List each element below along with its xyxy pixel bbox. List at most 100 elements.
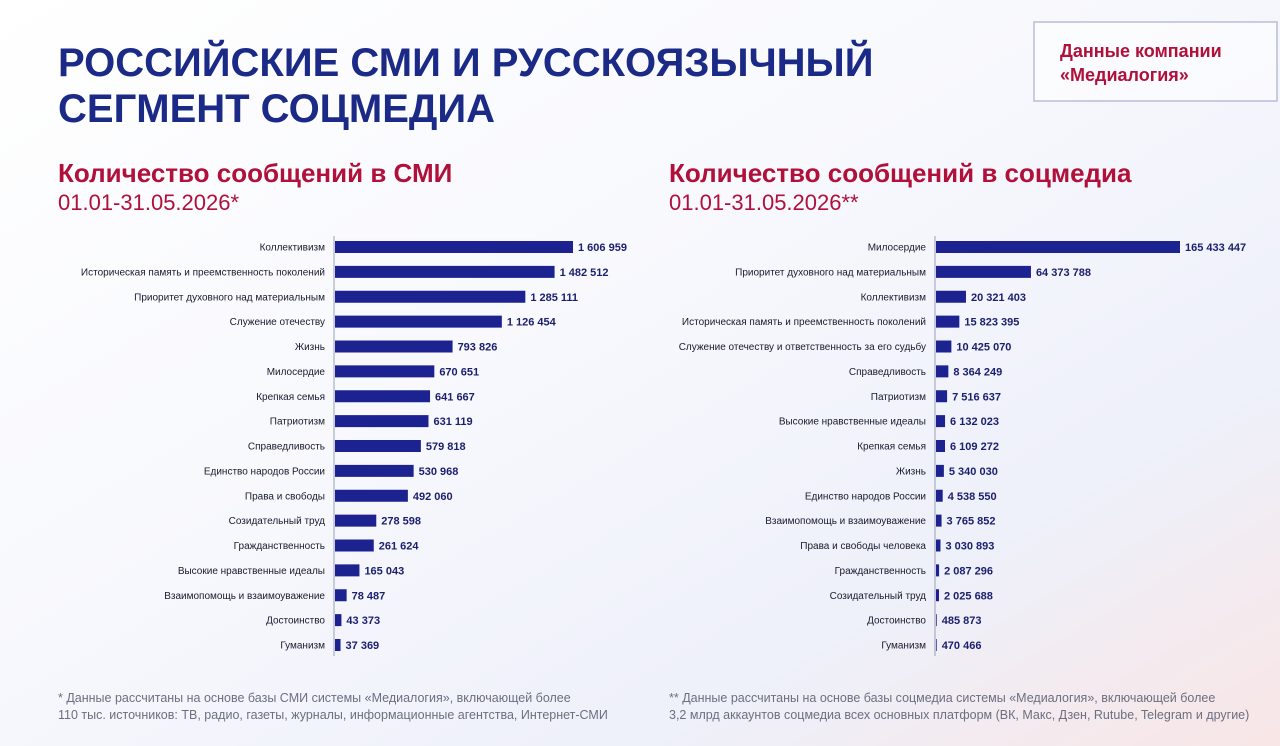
bar <box>335 265 555 278</box>
category-label: Гуманизм <box>881 641 926 652</box>
value-label: 485 873 <box>942 615 982 627</box>
value-label: 6 109 272 <box>950 441 999 453</box>
footnote: 3,2 млрд аккаунтов соцмедиа всех основны… <box>669 708 1249 722</box>
value-label: 15 823 395 <box>964 317 1019 329</box>
category-label: Жизнь <box>295 342 325 353</box>
value-label: 7 516 637 <box>952 391 1001 403</box>
value-label: 1 285 111 <box>530 292 578 304</box>
footnote: 110 тыс. источников: ТВ, радио, газеты, … <box>58 708 608 722</box>
bar <box>335 539 374 552</box>
value-label: 165 433 447 <box>1185 242 1246 254</box>
bar <box>335 564 360 577</box>
value-label: 43 373 <box>346 615 380 627</box>
category-label: Права и свободы <box>245 490 325 502</box>
category-label: Жизнь <box>896 466 926 477</box>
value-label: 492 060 <box>413 491 453 503</box>
bar <box>335 390 431 403</box>
value-label: 470 466 <box>942 640 982 652</box>
category-label: Взаимопомощь и взаимоуважение <box>765 516 926 527</box>
bar <box>936 614 937 627</box>
bar <box>335 340 453 353</box>
category-label: Крепкая семья <box>256 392 325 403</box>
category-label: Справедливость <box>849 367 926 378</box>
category-label: Единство народов России <box>204 466 325 477</box>
category-label: Служение отечеству <box>230 317 325 328</box>
value-label: 2 025 688 <box>944 590 993 602</box>
bar <box>936 589 939 602</box>
value-label: 1 482 512 <box>560 267 609 279</box>
bar <box>335 589 347 602</box>
category-label: Достоинство <box>867 616 926 627</box>
category-label: Справедливость <box>248 442 325 453</box>
value-label: 2 087 296 <box>944 565 993 577</box>
value-label: 579 818 <box>426 441 466 453</box>
bar <box>936 539 941 552</box>
bar <box>335 365 435 378</box>
bar <box>335 464 414 477</box>
category-label: Милосердие <box>868 243 927 254</box>
category-label: Достоинство <box>266 616 325 627</box>
category-label: Созидательный труд <box>229 516 326 527</box>
category-label: Милосердие <box>267 367 326 378</box>
category-label: Высокие нравственные идеалы <box>779 417 926 428</box>
bar <box>936 440 946 452</box>
bar <box>936 564 940 577</box>
chart-title: Количество сообщений в соцмедиа <box>669 158 1132 188</box>
badge-text: «Медиалогия» <box>1060 65 1189 85</box>
value-label: 1 606 959 <box>578 242 627 254</box>
bar <box>936 265 1031 278</box>
bar <box>936 489 943 502</box>
category-label: Коллективизм <box>861 292 927 303</box>
bar <box>936 315 960 328</box>
main-title: СЕГМЕНТ СОЦМЕДИА <box>58 87 495 131</box>
value-label: 37 369 <box>346 640 380 652</box>
category-label: Крепкая семья <box>857 442 926 453</box>
bar <box>936 390 948 403</box>
category-label: Историческая память и преемственность по… <box>682 317 926 328</box>
category-label: Высокие нравственные идеалы <box>178 566 325 577</box>
bar <box>335 415 429 428</box>
category-label: Созидательный труд <box>830 591 927 602</box>
category-label: Единство народов России <box>805 491 926 502</box>
bar <box>936 365 949 378</box>
footnote: * Данные рассчитаны на основе базы СМИ с… <box>58 691 571 705</box>
bar <box>335 315 502 328</box>
category-label: Коллективизм <box>260 243 326 254</box>
bar <box>936 514 942 527</box>
main-title: РОССИЙСКИЕ СМИ И РУССКОЯЗЫЧНЫЙ <box>58 39 873 85</box>
bar <box>936 639 937 651</box>
bar <box>936 415 946 428</box>
value-label: 261 624 <box>379 541 420 553</box>
value-label: 6 132 023 <box>950 416 999 428</box>
chart-subtitle: 01.01-31.05.2026* <box>58 190 239 215</box>
badge-box <box>1033 21 1278 102</box>
badge-text: Данные компании <box>1060 41 1222 61</box>
value-label: 793 826 <box>458 342 498 354</box>
chart-subtitle: 01.01-31.05.2026** <box>669 190 859 215</box>
category-label: Историческая память и преемственность по… <box>81 267 325 278</box>
footnote: ** Данные рассчитаны на основе базы соцм… <box>669 691 1215 705</box>
bar <box>936 241 1180 253</box>
bar <box>335 290 526 303</box>
bar <box>335 241 573 253</box>
bar <box>335 514 377 527</box>
value-label: 530 968 <box>419 466 459 478</box>
bar <box>335 639 341 651</box>
bar <box>335 489 408 502</box>
value-label: 165 043 <box>364 565 404 577</box>
value-label: 3 765 852 <box>947 516 996 528</box>
value-label: 631 119 <box>433 416 472 428</box>
category-label: Гражданственность <box>234 541 325 552</box>
value-label: 20 321 403 <box>971 292 1026 304</box>
chart-title: Количество сообщений в СМИ <box>58 158 452 188</box>
bar <box>335 614 342 627</box>
bar <box>335 440 421 452</box>
category-label: Взаимопомощь и взаимоуважение <box>164 591 325 602</box>
category-label: Служение отечеству и ответственность за … <box>679 341 926 353</box>
value-label: 10 425 070 <box>956 342 1011 354</box>
value-label: 78 487 <box>352 590 386 602</box>
value-label: 1 126 454 <box>507 317 557 329</box>
value-label: 3 030 893 <box>945 541 994 553</box>
value-label: 8 364 249 <box>953 366 1002 378</box>
